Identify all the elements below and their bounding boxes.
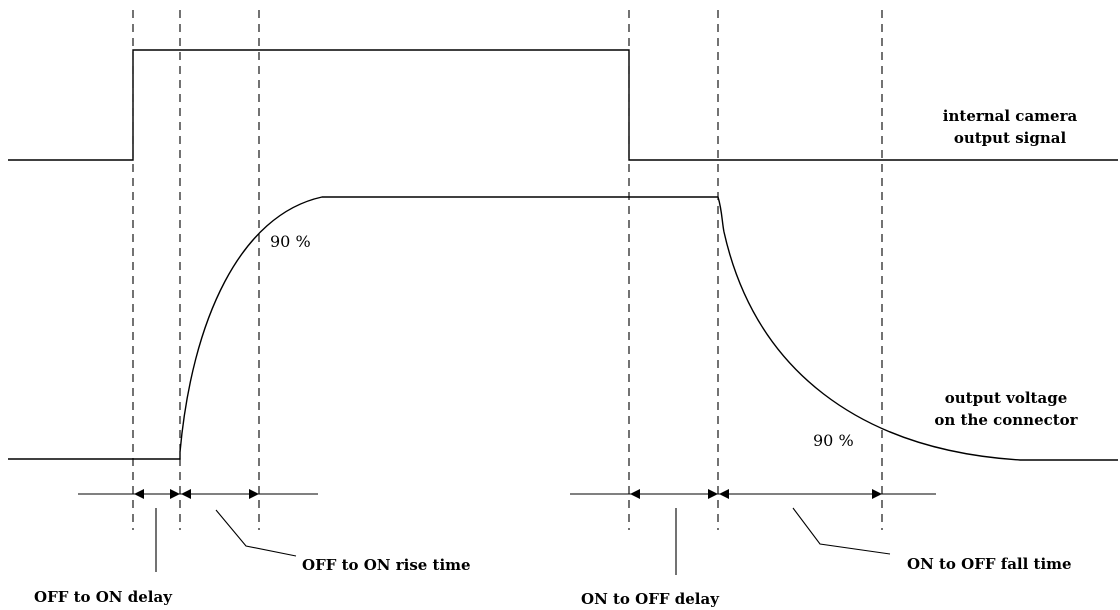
left-arrow-rise-end: [249, 489, 259, 499]
on-to-off-delay-label: ON to OFF delay: [581, 590, 720, 608]
off-to-on-rise-time-label: OFF to ON rise time: [302, 556, 471, 574]
off-to-on-delay-label: OFF to ON delay: [34, 588, 173, 606]
right-arrow-fall-end: [872, 489, 882, 499]
right-arrow-delay-end: [708, 489, 718, 499]
left-arrow-delay-start: [134, 489, 144, 499]
connector-voltage-waveform: [8, 196, 1118, 461]
right-arrow-delay-start: [630, 489, 640, 499]
left-arrow-rise-start: [181, 489, 191, 499]
connector-voltage-label-line2: on the connector: [934, 411, 1078, 429]
on-to-off-fall-time-label: ON to OFF fall time: [907, 555, 1072, 573]
connector-voltage-label-line1: output voltage: [945, 389, 1067, 407]
leader-off-to-on-rise-time: [215, 509, 297, 557]
left-measurement-bar: [78, 489, 318, 499]
internal-signal-label-line1: internal camera: [943, 107, 1078, 125]
leader-on-to-off-fall-time: [792, 507, 891, 555]
fall-percent-marker: 90 %: [813, 431, 854, 450]
internal-signal-waveform: [8, 49, 1118, 161]
right-measurement-bar: [570, 489, 936, 499]
right-arrow-fall-start: [719, 489, 729, 499]
left-arrow-delay-end: [170, 489, 180, 499]
internal-signal-label-line2: output signal: [954, 129, 1067, 147]
reference-lines: [132, 10, 883, 530]
rise-percent-marker: 90 %: [270, 232, 311, 251]
